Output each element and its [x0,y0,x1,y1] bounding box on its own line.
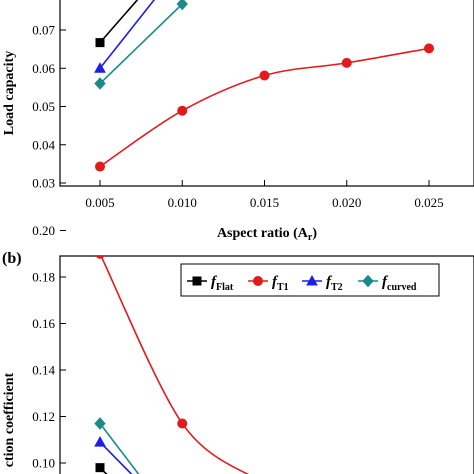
y-axis-label-a: Load capacity [2,51,17,135]
y-tick-label: 0.14 [32,363,55,378]
point-t1 [259,70,270,81]
plot-frame-a [59,0,474,187]
legend-label: fcurved [382,274,417,293]
y-tick-label: 0.18 [32,270,55,285]
series-line-t2 [99,441,133,474]
x-axis-label-a: Aspect ratio (Ar) [217,226,317,243]
legend-item-t2: fT2 [302,274,343,293]
series-line-t2 [99,0,156,69]
point-flat [95,463,105,473]
panel-a: 0.03 0.04 0.05 0.06 0.07 0.005 0.010 0.015 0.02… [2,0,474,243]
series-line-t1 [100,256,249,474]
y-tick-label: 0.16 [32,316,55,331]
point-t2 [94,436,106,447]
y-tick-label: 0.10 [32,456,55,471]
point-t1 [177,105,188,116]
legend-marker-curved [362,274,374,288]
point-t1 [424,43,434,54]
series-line-t1 [99,47,430,168]
legend-label: fFlat [211,274,234,293]
legend-item-curved: fcurved [358,274,417,293]
x-axis-label-close: ) [312,226,317,241]
y-tick-label: 0.04 [32,137,55,152]
x-tick-label: 0.025 [414,195,443,210]
point-curved [176,0,188,11]
x-axis-label-main: Aspect ratio (A [217,226,309,241]
y-axis-label-b: ction coefficient [2,372,17,467]
y-tick-label: 0.05 [32,99,55,114]
series-line-flat [99,0,139,44]
legend-marker-t2 [306,274,318,286]
x-tick-label: 0.015 [250,195,279,210]
legend: fFlat fT1 fT2 fcurved [180,263,440,297]
y-tick-label: 0.12 [32,409,55,424]
legend-marker-t1 [253,276,263,286]
y-tick-label: 0.07 [32,23,55,38]
plot-frame-b [59,255,474,474]
x-tick-label: 0.005 [85,195,114,210]
legend-item-t1: fT1 [248,274,289,293]
legend-label: fT2 [326,274,343,293]
legend-marker-flat [192,276,202,286]
point-curved [94,417,106,430]
x-axis-label-sub: r [308,232,313,243]
x-tick-label: 0.020 [332,195,361,210]
point-curved [94,77,106,90]
x-tick-label: 0.010 [168,195,197,210]
point-t1 [95,161,105,172]
y-ticks-b: 0.10 0.12 0.14 0.16 0.18 0.20 [32,223,66,471]
y-tick-label: 0.06 [32,61,55,76]
panel-label-b: (b) [2,250,22,267]
point-t1 [95,256,105,259]
legend-label: fT1 [272,274,289,293]
y-tick-label: 0.20 [32,223,55,238]
point-t1 [341,57,352,68]
x-ticks-a: 0.005 0.010 0.015 0.020 0.025 [85,180,444,210]
point-t1 [177,418,188,429]
y-tick-label: 0.03 [32,176,55,191]
y-ticks-a: 0.03 0.04 0.05 0.06 0.07 [32,23,66,191]
point-t2 [94,62,106,73]
series-line-curved [99,3,183,85]
panel-b: (b) 0.10 0.12 0.14 0.16 0.18 0.20 ction coeff… [2,223,474,474]
point-flat [95,38,105,48]
legend-item-flat: fFlat [187,274,234,293]
series-a [94,0,434,172]
